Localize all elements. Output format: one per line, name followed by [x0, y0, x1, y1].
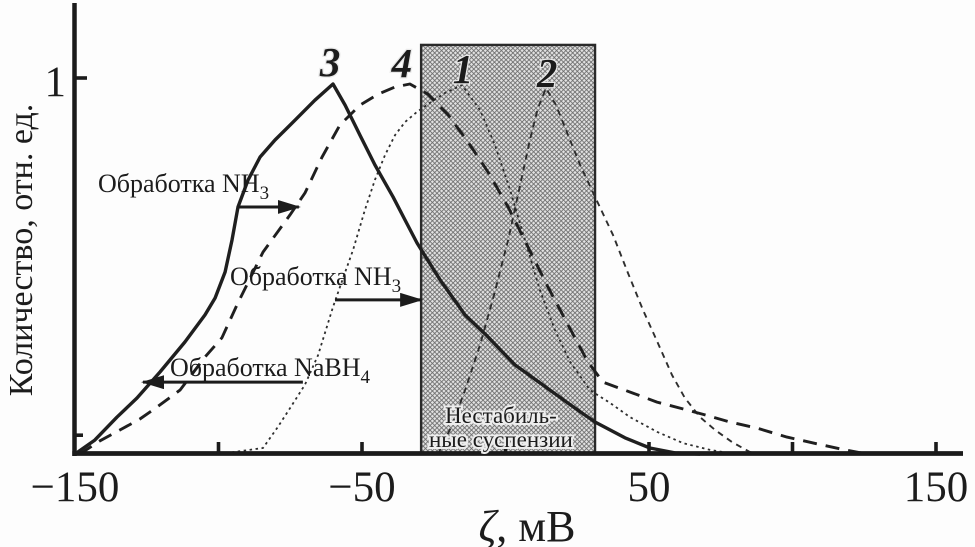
curve-label-2: 2 — [536, 50, 558, 96]
unstable-suspension-region — [419, 43, 597, 455]
annotation-text-nh3-2: Обработка NH3 — [230, 262, 401, 297]
x-tick-label--150: −150 — [31, 464, 120, 511]
unstable-region-label-line2: ные суспензии — [429, 427, 573, 452]
annotation-main-nh3-1: Обработка NH — [98, 169, 260, 198]
x-tick-label--50: −50 — [328, 464, 395, 511]
annotation-main-nabh4: Обработка NaBH — [170, 353, 361, 382]
y-axis-title: Количество, отн. ед. — [3, 104, 40, 397]
curve-3 — [74, 82, 701, 456]
annotation-text-nh3-1: Обработка NH3 — [98, 169, 269, 204]
unstable-region-label-line1: Нестабиль- — [445, 403, 557, 428]
annotation-main-nh3-2: Обработка NH — [230, 262, 392, 291]
annotation-subscript-nabh4: 4 — [361, 367, 371, 388]
curve-label-1: 1 — [453, 46, 474, 92]
curve-4 — [79, 82, 868, 456]
curve-label-3: 3 — [319, 39, 341, 85]
curve-2 — [437, 87, 766, 455]
annotation-text-nabh4: Обработка NaBH4 — [170, 353, 371, 388]
x-axis-title: ζ, мВ — [478, 502, 575, 547]
x-axis-unit: , мВ — [496, 502, 575, 547]
annotation-subscript-nh3-2: 3 — [392, 276, 402, 297]
curve-1 — [219, 84, 736, 455]
zeta-symbol: ζ — [478, 502, 499, 547]
curve-label-4: 4 — [391, 40, 413, 86]
x-tick-label-150: 150 — [904, 464, 969, 511]
y-tick-label-1: 1 — [45, 59, 67, 106]
annotation-subscript-nh3-1: 3 — [260, 183, 270, 204]
x-tick-label-50: 50 — [628, 464, 671, 511]
